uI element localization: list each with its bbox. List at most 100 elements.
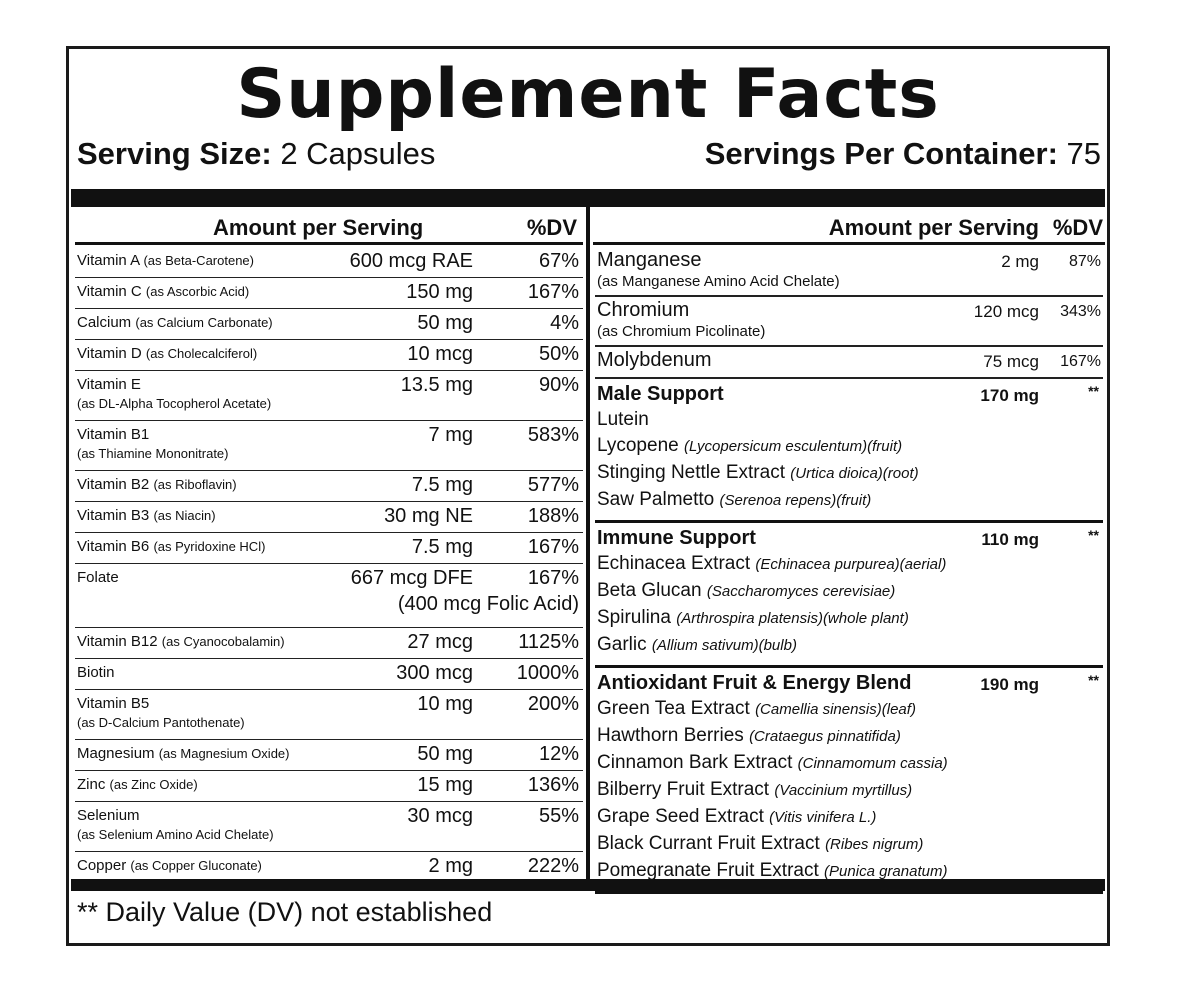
nutrient-source: (as Riboflavin) bbox=[153, 477, 237, 492]
nutrient-label: Magnesium bbox=[77, 745, 155, 762]
nutrient-amount-secondary: (400 mcg Folic Acid) bbox=[397, 593, 579, 615]
ingredient-name: Lutein bbox=[597, 409, 649, 430]
nutrient-dv: 167% bbox=[1060, 353, 1101, 370]
table-row: Molybdenum 75 mcg 167% bbox=[595, 347, 1103, 379]
nutrient-label: Vitamin C bbox=[77, 283, 142, 300]
blend-ingredient: Saw Palmetto (Serenoa repens)(fruit) bbox=[597, 487, 1101, 514]
blend-dv: ** bbox=[1088, 527, 1099, 543]
servings-per-container-value: 75 bbox=[1066, 136, 1101, 171]
ingredient-latin-name: (Echinacea purpurea)(aerial) bbox=[755, 556, 947, 573]
nutrient-amount: 75 mcg bbox=[983, 352, 1039, 371]
ingredient-name: Cinnamon Bark Extract bbox=[597, 752, 793, 773]
nutrient-label: Manganese bbox=[597, 249, 702, 271]
table-row: Vitamin B3 (as Niacin) 30 mg NE 188% bbox=[75, 502, 583, 533]
nutrient-source: (as Manganese Amino Acid Chelate) bbox=[597, 273, 840, 290]
ingredient-latin-name: (Vitis vinifera L.) bbox=[769, 809, 877, 826]
table-row: Magnesium (as Magnesium Oxide) 50 mg 12% bbox=[75, 740, 583, 771]
ingredient-name: Saw Palmetto bbox=[597, 489, 715, 510]
blend-dv: ** bbox=[1088, 383, 1099, 399]
nutrient-dv: 90% bbox=[538, 374, 579, 396]
nutrient-amount: 667 mcg DFE bbox=[350, 567, 473, 589]
nutrient-label: Selenium bbox=[77, 807, 140, 824]
nutrient-source: (as Ascorbic Acid) bbox=[145, 284, 250, 299]
nutrient-name: Zinc (as Zinc Oxide) bbox=[77, 775, 198, 794]
nutrient-name: Manganese (as Manganese Amino Acid Chelat… bbox=[597, 249, 840, 293]
ingredient-name: Garlic bbox=[597, 634, 647, 655]
blend-ingredient: Pomegranate Fruit Extract (Punica granat… bbox=[597, 858, 1101, 885]
nutrient-source: (as Beta-Carotene) bbox=[143, 253, 254, 268]
table-row: Vitamin C (as Ascorbic Acid) 150 mg 167% bbox=[75, 278, 583, 309]
ingredient-latin-name: (Saccharomyces cerevisiae) bbox=[706, 583, 896, 600]
ingredient-latin-name: (Serenoa repens)(fruit) bbox=[719, 492, 872, 509]
blend-amount: 170 mg bbox=[980, 386, 1039, 405]
nutrient-label: Biotin bbox=[77, 664, 115, 681]
nutrient-amount: 7 mg bbox=[428, 424, 473, 446]
nutrient-amount: 27 mcg bbox=[407, 631, 473, 653]
serving-size: Serving Size: 2 Capsules bbox=[77, 137, 435, 171]
footnote: ** Daily Value (DV) not established bbox=[77, 897, 493, 927]
nutrient-amount: 300 mcg bbox=[396, 662, 473, 684]
left-amount-header: Amount per Serving bbox=[213, 215, 424, 240]
table-row: Zinc (as Zinc Oxide) 15 mg 136% bbox=[75, 771, 583, 802]
nutrient-dv: 583% bbox=[527, 424, 579, 446]
nutrient-label: Vitamin B3 bbox=[77, 507, 150, 524]
table-row: Manganese (as Manganese Amino Acid Chelat… bbox=[595, 247, 1103, 297]
nutrient-label: Vitamin D bbox=[77, 345, 142, 362]
nutrient-amount: 2 mg bbox=[428, 855, 473, 877]
table-row: Copper (as Copper Gluconate) 2 mg 222% bbox=[75, 852, 583, 883]
nutrient-amount: 120 mcg bbox=[973, 302, 1039, 321]
nutrient-amount: 50 mg bbox=[417, 312, 473, 334]
ingredient-name: Stinging Nettle Extract bbox=[597, 462, 785, 483]
nutrient-label: Vitamin B5 bbox=[77, 695, 150, 712]
nutrient-dv: 200% bbox=[527, 693, 579, 715]
table-row: Vitamin B5 (as D-Calcium Pantothenate) 10 … bbox=[75, 690, 583, 740]
nutrient-label: Vitamin B6 bbox=[77, 538, 150, 555]
blend-ingredient: Hawthorn Berries (Crataegus pinnatifida) bbox=[597, 723, 1101, 750]
blend-ingredient: Green Tea Extract (Camellia sinensis)(le… bbox=[597, 696, 1101, 723]
nutrient-label: Vitamin B12 bbox=[77, 633, 158, 650]
nutrient-label: Molybdenum bbox=[597, 349, 712, 371]
nutrient-amount: 50 mg bbox=[417, 743, 473, 765]
nutrient-source: (as Niacin) bbox=[153, 508, 216, 523]
nutrient-dv: 136% bbox=[527, 774, 579, 796]
nutrient-source: (as Cholecalciferol) bbox=[145, 346, 258, 361]
ingredient-name: Green Tea Extract bbox=[597, 698, 750, 719]
blend-ingredient: Stinging Nettle Extract (Urtica dioica)(… bbox=[597, 460, 1101, 487]
ingredient-name: Spirulina bbox=[597, 607, 671, 628]
nutrient-name: Vitamin E (as DL-Alpha Tocopherol Acetate… bbox=[77, 375, 271, 413]
blend-ingredient: Lutein bbox=[597, 407, 1101, 433]
blend-dv: ** bbox=[1088, 672, 1099, 688]
nutrient-table-right: Manganese (as Manganese Amino Acid Chelat… bbox=[595, 247, 1103, 894]
header-divider bbox=[75, 242, 583, 245]
nutrient-dv: 1125% bbox=[518, 631, 579, 653]
right-column-header: Amount per Serving %DV bbox=[593, 211, 1105, 245]
nutrient-name: Vitamin B5 (as D-Calcium Pantothenate) bbox=[77, 694, 245, 732]
nutrient-source: (as Selenium Amino Acid Chelate) bbox=[77, 827, 274, 842]
servings-per-container: Servings Per Container: 75 bbox=[705, 137, 1101, 171]
ingredient-latin-name: (Arthrospira platensis)(whole plant) bbox=[676, 610, 909, 627]
blend-name: Immune Support bbox=[597, 527, 756, 549]
nutrient-label: Vitamin B1 bbox=[77, 426, 150, 443]
nutrient-amount: 7.5 mg bbox=[411, 474, 473, 496]
blend-amount: 190 mg bbox=[980, 675, 1039, 694]
nutrient-name: Copper (as Copper Gluconate) bbox=[77, 856, 262, 875]
servings-per-container-label: Servings Per Container: bbox=[704, 136, 1058, 171]
blend-ingredient: Beta Glucan (Saccharomyces cerevisiae) bbox=[597, 578, 1101, 605]
nutrient-name: Vitamin A (as Beta-Carotene) bbox=[77, 251, 254, 270]
nutrient-name: Magnesium (as Magnesium Oxide) bbox=[77, 744, 290, 763]
nutrient-dv: 188% bbox=[527, 505, 579, 527]
nutrient-name: Vitamin C (as Ascorbic Acid) bbox=[77, 282, 249, 301]
nutrient-dv: 167% bbox=[527, 567, 579, 589]
nutrient-source: (as Thiamine Mononitrate) bbox=[77, 446, 229, 461]
nutrient-dv: 167% bbox=[527, 281, 579, 303]
ingredient-latin-name: (Camellia sinensis)(leaf) bbox=[755, 701, 916, 718]
blend-ingredient: Garlic (Allium sativum)(bulb) bbox=[597, 632, 1101, 659]
nutrient-amount: 13.5 mg bbox=[400, 374, 473, 396]
blend-name: Male Support bbox=[597, 383, 724, 405]
nutrient-dv: 50% bbox=[538, 343, 579, 365]
nutrient-dv: 343% bbox=[1060, 303, 1101, 320]
nutrient-name: Vitamin B1 (as Thiamine Mononitrate) bbox=[77, 425, 229, 463]
ingredient-latin-name: (Cinnamomum cassia) bbox=[797, 755, 948, 772]
blend-ingredient: Black Currant Fruit Extract (Ribes nigru… bbox=[597, 831, 1101, 858]
blend-name: Antioxidant Fruit & Energy Blend bbox=[597, 672, 912, 694]
